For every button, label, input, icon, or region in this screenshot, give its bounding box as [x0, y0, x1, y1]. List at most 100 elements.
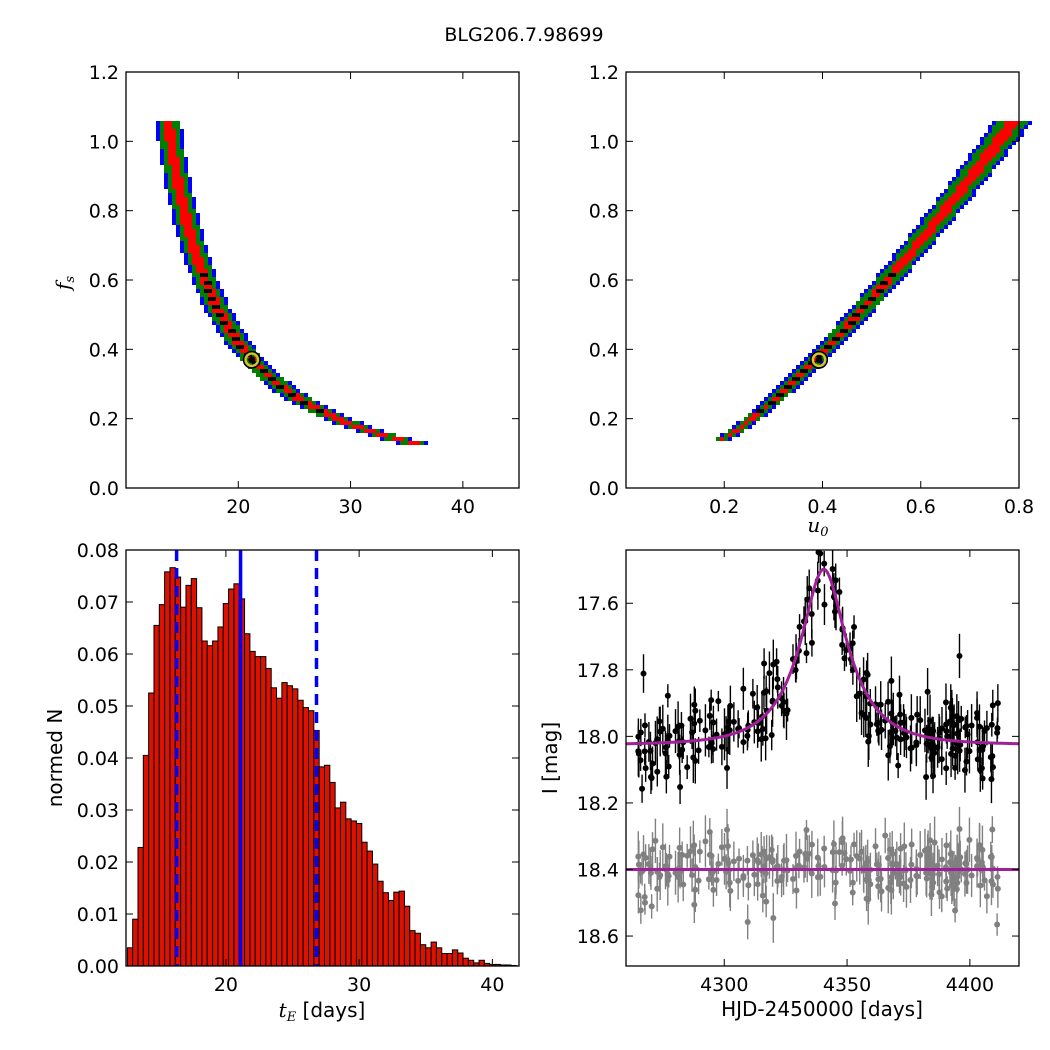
data-point — [956, 652, 963, 659]
te-fs-ylabel: fs — [51, 276, 78, 292]
data-point — [656, 718, 663, 725]
contour-inner-band — [168, 141, 176, 145]
data-point — [849, 640, 856, 647]
contour-inner-band — [892, 269, 900, 273]
residual-point — [642, 854, 649, 861]
contour-core-cell — [260, 369, 268, 373]
contour-core-cell — [832, 337, 840, 341]
contour-inner-band — [292, 397, 304, 401]
contour-core-cell — [868, 297, 876, 301]
contour-inner-band — [848, 317, 860, 321]
histogram-bar — [334, 807, 341, 967]
contour-inner-band — [204, 285, 212, 289]
data-point — [957, 741, 964, 748]
data-point — [691, 701, 698, 708]
contour-inner-band — [752, 413, 760, 417]
residual-point — [721, 855, 728, 862]
histogram-bar — [222, 603, 230, 967]
data-point — [944, 733, 951, 740]
data-point — [740, 739, 747, 746]
residual-point — [988, 878, 995, 885]
y-tick-label: 0.01 — [77, 904, 119, 926]
residual-point — [907, 877, 914, 884]
data-point — [642, 765, 649, 772]
te-fs-axes-frame — [125, 71, 520, 489]
data-point — [994, 725, 1001, 732]
data-point — [774, 684, 781, 691]
data-point — [989, 702, 996, 709]
residual-point — [839, 835, 846, 842]
data-point — [930, 772, 937, 779]
residual-point — [754, 881, 761, 888]
data-point — [710, 719, 717, 726]
histogram-bar — [212, 640, 219, 967]
best-fit-dot — [248, 356, 256, 364]
histogram-bar — [201, 640, 208, 967]
histogram-bar — [451, 949, 459, 967]
residual-point — [815, 862, 822, 869]
data-point — [964, 731, 971, 738]
residual-point — [641, 894, 648, 901]
data-point — [983, 725, 990, 732]
contour-inner-band — [240, 349, 248, 353]
residual-point — [645, 861, 652, 868]
residual-point — [897, 845, 904, 852]
residual-point — [803, 827, 810, 834]
y-tick-label: 0.04 — [77, 748, 119, 770]
histogram-bar — [137, 846, 144, 967]
contour-inner-band — [168, 157, 180, 161]
data-point — [803, 650, 810, 657]
contour-inner-band — [940, 209, 952, 213]
residual-point — [943, 842, 950, 849]
contour-inner-band — [928, 221, 940, 225]
contour-inner-band — [984, 149, 1000, 153]
contour-inner-band — [772, 397, 780, 401]
residual-point — [903, 884, 910, 891]
contour-inner-band — [332, 417, 344, 421]
contour-inner-band — [892, 265, 904, 269]
data-point — [968, 722, 975, 729]
contour-inner-band — [864, 301, 872, 305]
histogram-bar — [249, 650, 256, 967]
residual-point — [695, 877, 702, 884]
contour-inner-band — [912, 241, 924, 245]
contour-inner-band — [272, 381, 280, 385]
contour-inner-band — [172, 165, 180, 169]
residual-point — [956, 826, 963, 833]
data-point — [815, 550, 822, 556]
histogram-bar — [462, 957, 469, 967]
x-tick-label: 20 — [226, 496, 250, 518]
y-tick-label: 0.6 — [89, 270, 119, 292]
contour-inner-band — [376, 433, 388, 437]
data-point — [821, 560, 828, 567]
residual-point — [875, 883, 882, 890]
data-point — [942, 699, 949, 706]
residual-point — [702, 838, 709, 845]
panel-u0-fs: 0.2 0.4 0.6 0.8 0.0 0.2 0.4 0.6 0.8 1.0 1.2 u0 — [589, 62, 1034, 540]
histogram-bar — [377, 880, 384, 967]
contour-core-cell — [316, 409, 324, 413]
y-tick-label: 0.4 — [89, 339, 119, 361]
contour-core-cell — [268, 377, 276, 381]
histogram-bar — [403, 905, 411, 967]
contour-inner-band — [408, 441, 420, 445]
data-point — [783, 710, 790, 717]
data-point — [766, 670, 773, 677]
y-tick-label: 1.2 — [89, 62, 119, 84]
contour-inner-band — [324, 413, 336, 417]
residual-point — [865, 877, 872, 884]
residual-point — [770, 914, 777, 921]
contour-core-cell — [204, 289, 212, 293]
light-curve-model — [626, 567, 1019, 871]
contour-inner-band — [968, 173, 980, 177]
residual-point — [851, 841, 858, 848]
residual-point — [928, 891, 935, 898]
contour-inner-band — [164, 137, 176, 141]
contour-core-cell — [852, 313, 860, 317]
contour-inner-band — [196, 265, 204, 269]
histogram-bar — [302, 707, 310, 967]
contour-core-cell — [216, 313, 224, 317]
best-fit-ring — [244, 352, 260, 368]
light-curve-xlabel: HJD-2450000 [days] — [721, 997, 923, 1021]
